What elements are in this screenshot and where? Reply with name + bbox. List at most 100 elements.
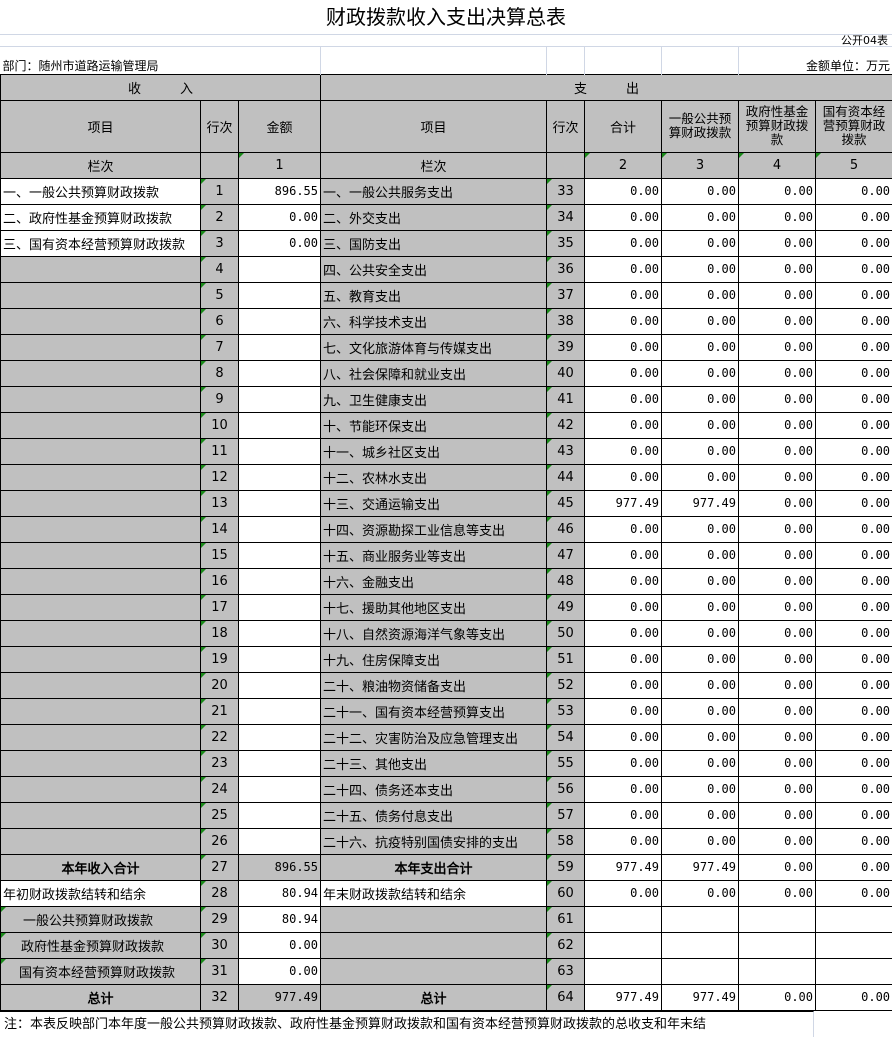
expense-item: 六、科学技术支出: [321, 308, 547, 334]
gov-fund-value: 0.00: [739, 880, 816, 906]
state-capital-value: [816, 958, 892, 984]
income-amount: 0.00: [239, 958, 321, 984]
expense-row-number: 56: [547, 776, 585, 802]
income-row-number: 31: [201, 958, 239, 984]
total-value: 0.00: [585, 594, 662, 620]
income-row-number: 29: [201, 906, 239, 932]
total-value: 0.00: [585, 568, 662, 594]
income-header: 收 入: [1, 74, 321, 100]
income-item: [1, 646, 201, 672]
income-amount: [239, 256, 321, 282]
total-value: 0.00: [585, 516, 662, 542]
income-item: [1, 698, 201, 724]
general-budget-value: 0.00: [662, 308, 739, 334]
income-row-number: 18: [201, 620, 239, 646]
income-item: [1, 620, 201, 646]
income-amount: [239, 308, 321, 334]
gov-fund-value: 0.00: [739, 646, 816, 672]
general-budget-value: 0.00: [662, 672, 739, 698]
state-capital-value: 0.00: [816, 984, 892, 1010]
gov-fund-value: 0.00: [739, 854, 816, 880]
expense-item: 本年支出合计: [321, 854, 547, 880]
gov-fund-value: 0.00: [739, 464, 816, 490]
income-item: [1, 568, 201, 594]
income-item: [1, 282, 201, 308]
expense-item-header: 项目: [321, 100, 547, 152]
col-index-4: 4: [739, 152, 816, 178]
total-value: 0.00: [585, 464, 662, 490]
expense-row-number: 40: [547, 360, 585, 386]
expense-rowno-header: 行次: [547, 100, 585, 152]
income-item: [1, 776, 201, 802]
income-amount: [239, 620, 321, 646]
gov-fund-value: 0.00: [739, 438, 816, 464]
expense-row-number: 37: [547, 282, 585, 308]
general-budget-header: 一般公共预算财政拨款: [662, 100, 739, 152]
expense-row-number: 64: [547, 984, 585, 1010]
total-value: [585, 932, 662, 958]
income-amount: 80.94: [239, 906, 321, 932]
state-capital-value: 0.00: [816, 672, 892, 698]
income-row-number: 5: [201, 282, 239, 308]
total-value: 0.00: [585, 360, 662, 386]
expense-row-number: 53: [547, 698, 585, 724]
total-value: [585, 958, 662, 984]
income-item: 总计: [1, 984, 201, 1010]
gov-fund-value: 0.00: [739, 516, 816, 542]
state-capital-value: 0.00: [816, 802, 892, 828]
state-capital-value: 0.00: [816, 646, 892, 672]
general-budget-value: 0.00: [662, 620, 739, 646]
income-item: [1, 464, 201, 490]
expense-row-number: 42: [547, 412, 585, 438]
income-amount: [239, 724, 321, 750]
expense-row-number: 55: [547, 750, 585, 776]
state-capital-value: 0.00: [816, 360, 892, 386]
income-amount: [239, 490, 321, 516]
income-amount: 80.94: [239, 880, 321, 906]
expense-row-number: 58: [547, 828, 585, 854]
state-capital-value: 0.00: [816, 724, 892, 750]
total-value: 0.00: [585, 542, 662, 568]
income-rowno-header: 行次: [201, 100, 239, 152]
gov-fund-value: 0.00: [739, 412, 816, 438]
col-index-1: 1: [239, 152, 321, 178]
col-index-2: 2: [585, 152, 662, 178]
expense-header: 支 出: [321, 74, 892, 100]
income-row-number: 10: [201, 412, 239, 438]
income-item: 三、国有资本经营预算财政拨款: [1, 230, 201, 256]
expense-item: 年末财政拨款结转和结余: [321, 880, 547, 906]
form-number: 公开04表: [0, 35, 892, 47]
expense-row-number: 45: [547, 490, 585, 516]
income-amount: [239, 334, 321, 360]
income-amount: [239, 542, 321, 568]
income-row-number: 1: [201, 178, 239, 204]
income-item: 一般公共预算财政拨款: [1, 906, 201, 932]
expense-row-number: 36: [547, 256, 585, 282]
total-value: 0.00: [585, 230, 662, 256]
general-budget-value: 0.00: [662, 542, 739, 568]
expense-item: 二十六、抗疫特别国债安排的支出: [321, 828, 547, 854]
general-budget-value: 0.00: [662, 360, 739, 386]
total-value: 0.00: [585, 386, 662, 412]
income-item: [1, 412, 201, 438]
expense-item: 二十、粮油物资储备支出: [321, 672, 547, 698]
income-item: [1, 672, 201, 698]
state-capital-value: 0.00: [816, 542, 892, 568]
general-budget-value: 0.00: [662, 750, 739, 776]
unit-label: 金额单位：万元: [739, 47, 892, 74]
expense-item: 十八、自然资源海洋气象等支出: [321, 620, 547, 646]
income-item: [1, 360, 201, 386]
page-title: 财政拨款收入支出决算总表: [0, 0, 892, 35]
expense-row-number: 33: [547, 178, 585, 204]
expense-item: 二十一、国有资本经营预算支出: [321, 698, 547, 724]
general-budget-value: [662, 932, 739, 958]
expense-item: 九、卫生健康支出: [321, 386, 547, 412]
total-value: 0.00: [585, 308, 662, 334]
